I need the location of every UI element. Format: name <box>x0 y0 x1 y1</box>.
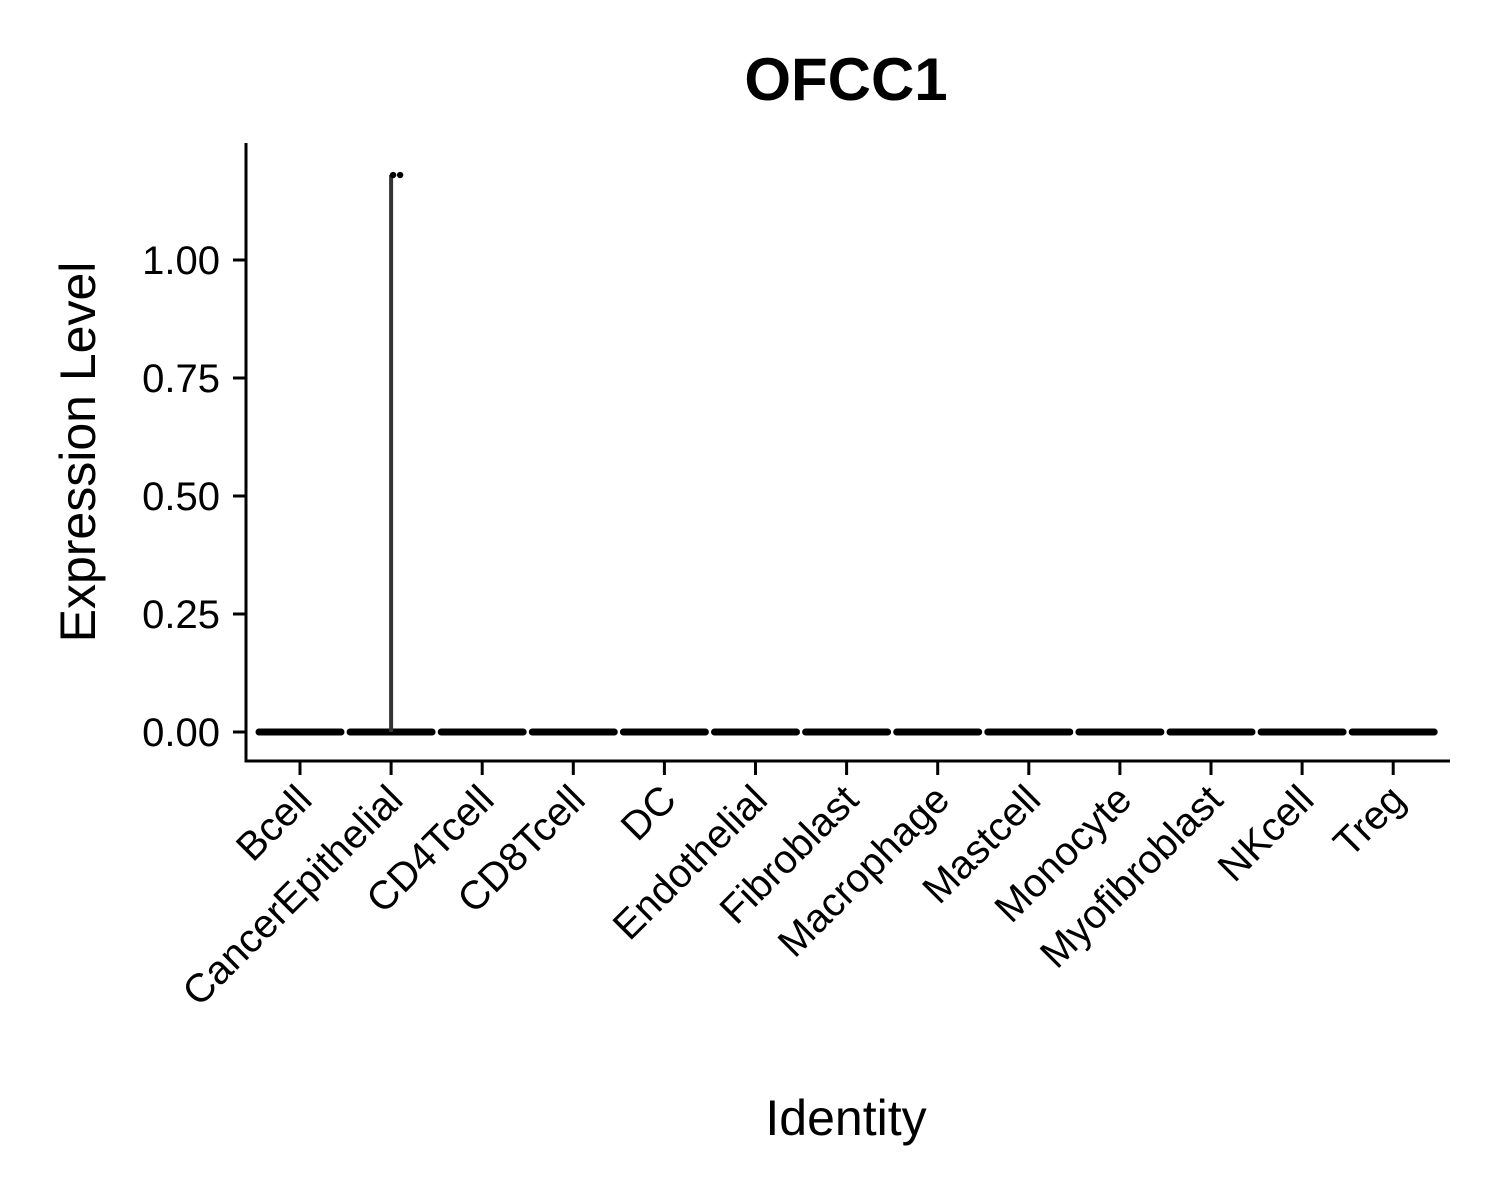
data-point <box>389 171 397 179</box>
x-tick-label-dc: DC <box>613 777 685 849</box>
y-ticks: 0.00 0.25 0.50 0.75 1.00 <box>142 239 246 755</box>
chart-title: OFCC1 <box>744 46 947 113</box>
y-axis-label: Expression Level <box>50 262 106 643</box>
data-point <box>396 171 404 179</box>
y-tick-label: 0.75 <box>142 357 220 401</box>
violin-cancerepithelial <box>346 175 436 736</box>
y-tick-label: 1.00 <box>142 239 220 283</box>
x-axis-label: Identity <box>765 1090 926 1146</box>
y-tick-label: 0.25 <box>142 593 220 637</box>
y-tick-label: 0.00 <box>142 711 220 755</box>
x-tick-label-treg: Treg <box>1325 777 1413 865</box>
x-tick-label-nkcell: NKcell <box>1210 777 1323 890</box>
violin-marks <box>255 171 1438 736</box>
y-tick-label: 0.50 <box>142 475 220 519</box>
